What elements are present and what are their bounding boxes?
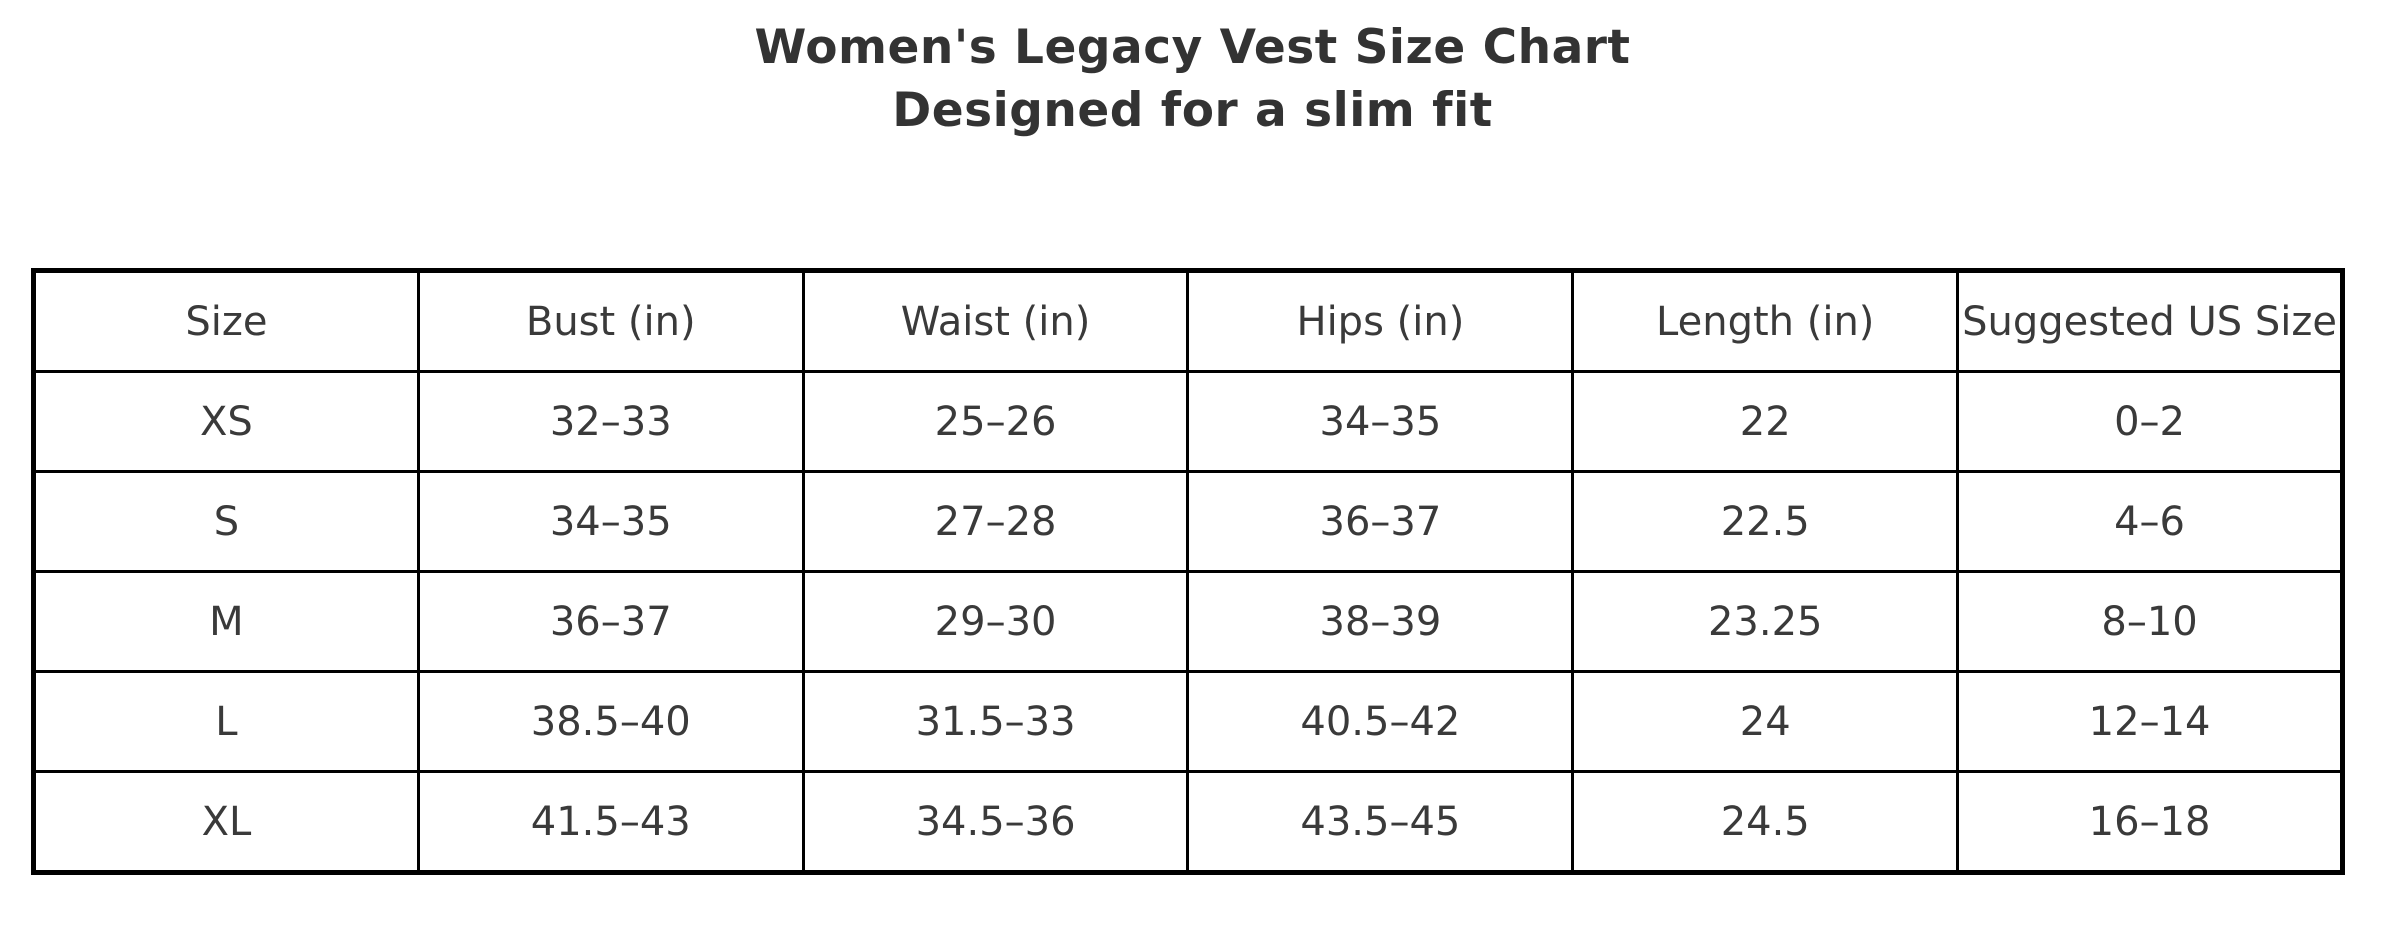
cell-length: 24	[1571, 670, 1960, 773]
cell-us-size: 12–14	[1956, 670, 2344, 773]
cell-us-size: 8–10	[1956, 570, 2344, 673]
cell-waist: 27–28	[801, 470, 1190, 573]
cell-length: 24.5	[1571, 770, 1960, 874]
cell-hips: 40.5–42	[1186, 670, 1575, 773]
cell-bust: 34–35	[416, 470, 805, 573]
cell-bust: 32–33	[416, 370, 805, 473]
table-row-xl: XL 41.5–43 34.5–36 43.5–45 24.5 16–18	[32, 770, 2344, 874]
column-header-size: Size	[32, 269, 420, 373]
cell-size: XL	[32, 770, 420, 874]
cell-hips: 34–35	[1186, 370, 1575, 473]
table-row-m: M 36–37 29–30 38–39 23.25 8–10	[32, 570, 2344, 673]
cell-us-size: 0–2	[1956, 370, 2344, 473]
column-header-suggested-us-size: Suggested US Size	[1956, 269, 2344, 373]
table-row-s: S 34–35 27–28 36–37 22.5 4–6	[32, 470, 2344, 573]
cell-length: 23.25	[1571, 570, 1960, 673]
table-header-row: Size Bust (in) Waist (in) Hips (in) Leng…	[32, 269, 2344, 373]
cell-size: S	[32, 470, 420, 573]
cell-bust: 38.5–40	[416, 670, 805, 773]
cell-bust: 36–37	[416, 570, 805, 673]
cell-length: 22	[1571, 370, 1960, 473]
cell-waist: 34.5–36	[801, 770, 1190, 874]
cell-us-size: 4–6	[1956, 470, 2344, 573]
column-header-length: Length (in)	[1571, 269, 1960, 373]
cell-hips: 36–37	[1186, 470, 1575, 573]
cell-hips: 43.5–45	[1186, 770, 1575, 874]
table-row-l: L 38.5–40 31.5–33 40.5–42 24 12–14	[32, 670, 2344, 773]
column-header-bust: Bust (in)	[416, 269, 805, 373]
cell-length: 22.5	[1571, 470, 1960, 573]
cell-waist: 29–30	[801, 570, 1190, 673]
size-chart-table: Size Bust (in) Waist (in) Hips (in) Leng…	[31, 268, 2345, 875]
chart-title: Women's Legacy Vest Size Chart	[754, 20, 1631, 75]
cell-waist: 31.5–33	[801, 670, 1190, 773]
cell-hips: 38–39	[1186, 570, 1575, 673]
page-title: Women's Legacy Vest Size Chart Designed …	[0, 16, 2385, 142]
column-header-hips: Hips (in)	[1186, 269, 1575, 373]
cell-us-size: 16–18	[1956, 770, 2344, 874]
cell-size: XS	[32, 370, 420, 473]
cell-size: M	[32, 570, 420, 673]
chart-subtitle: Designed for a slim fit	[892, 83, 1493, 138]
table-row-xs: XS 32–33 25–26 34–35 22 0–2	[32, 370, 2344, 473]
cell-waist: 25–26	[801, 370, 1190, 473]
cell-bust: 41.5–43	[416, 770, 805, 874]
column-header-waist: Waist (in)	[801, 269, 1190, 373]
cell-size: L	[32, 670, 420, 773]
